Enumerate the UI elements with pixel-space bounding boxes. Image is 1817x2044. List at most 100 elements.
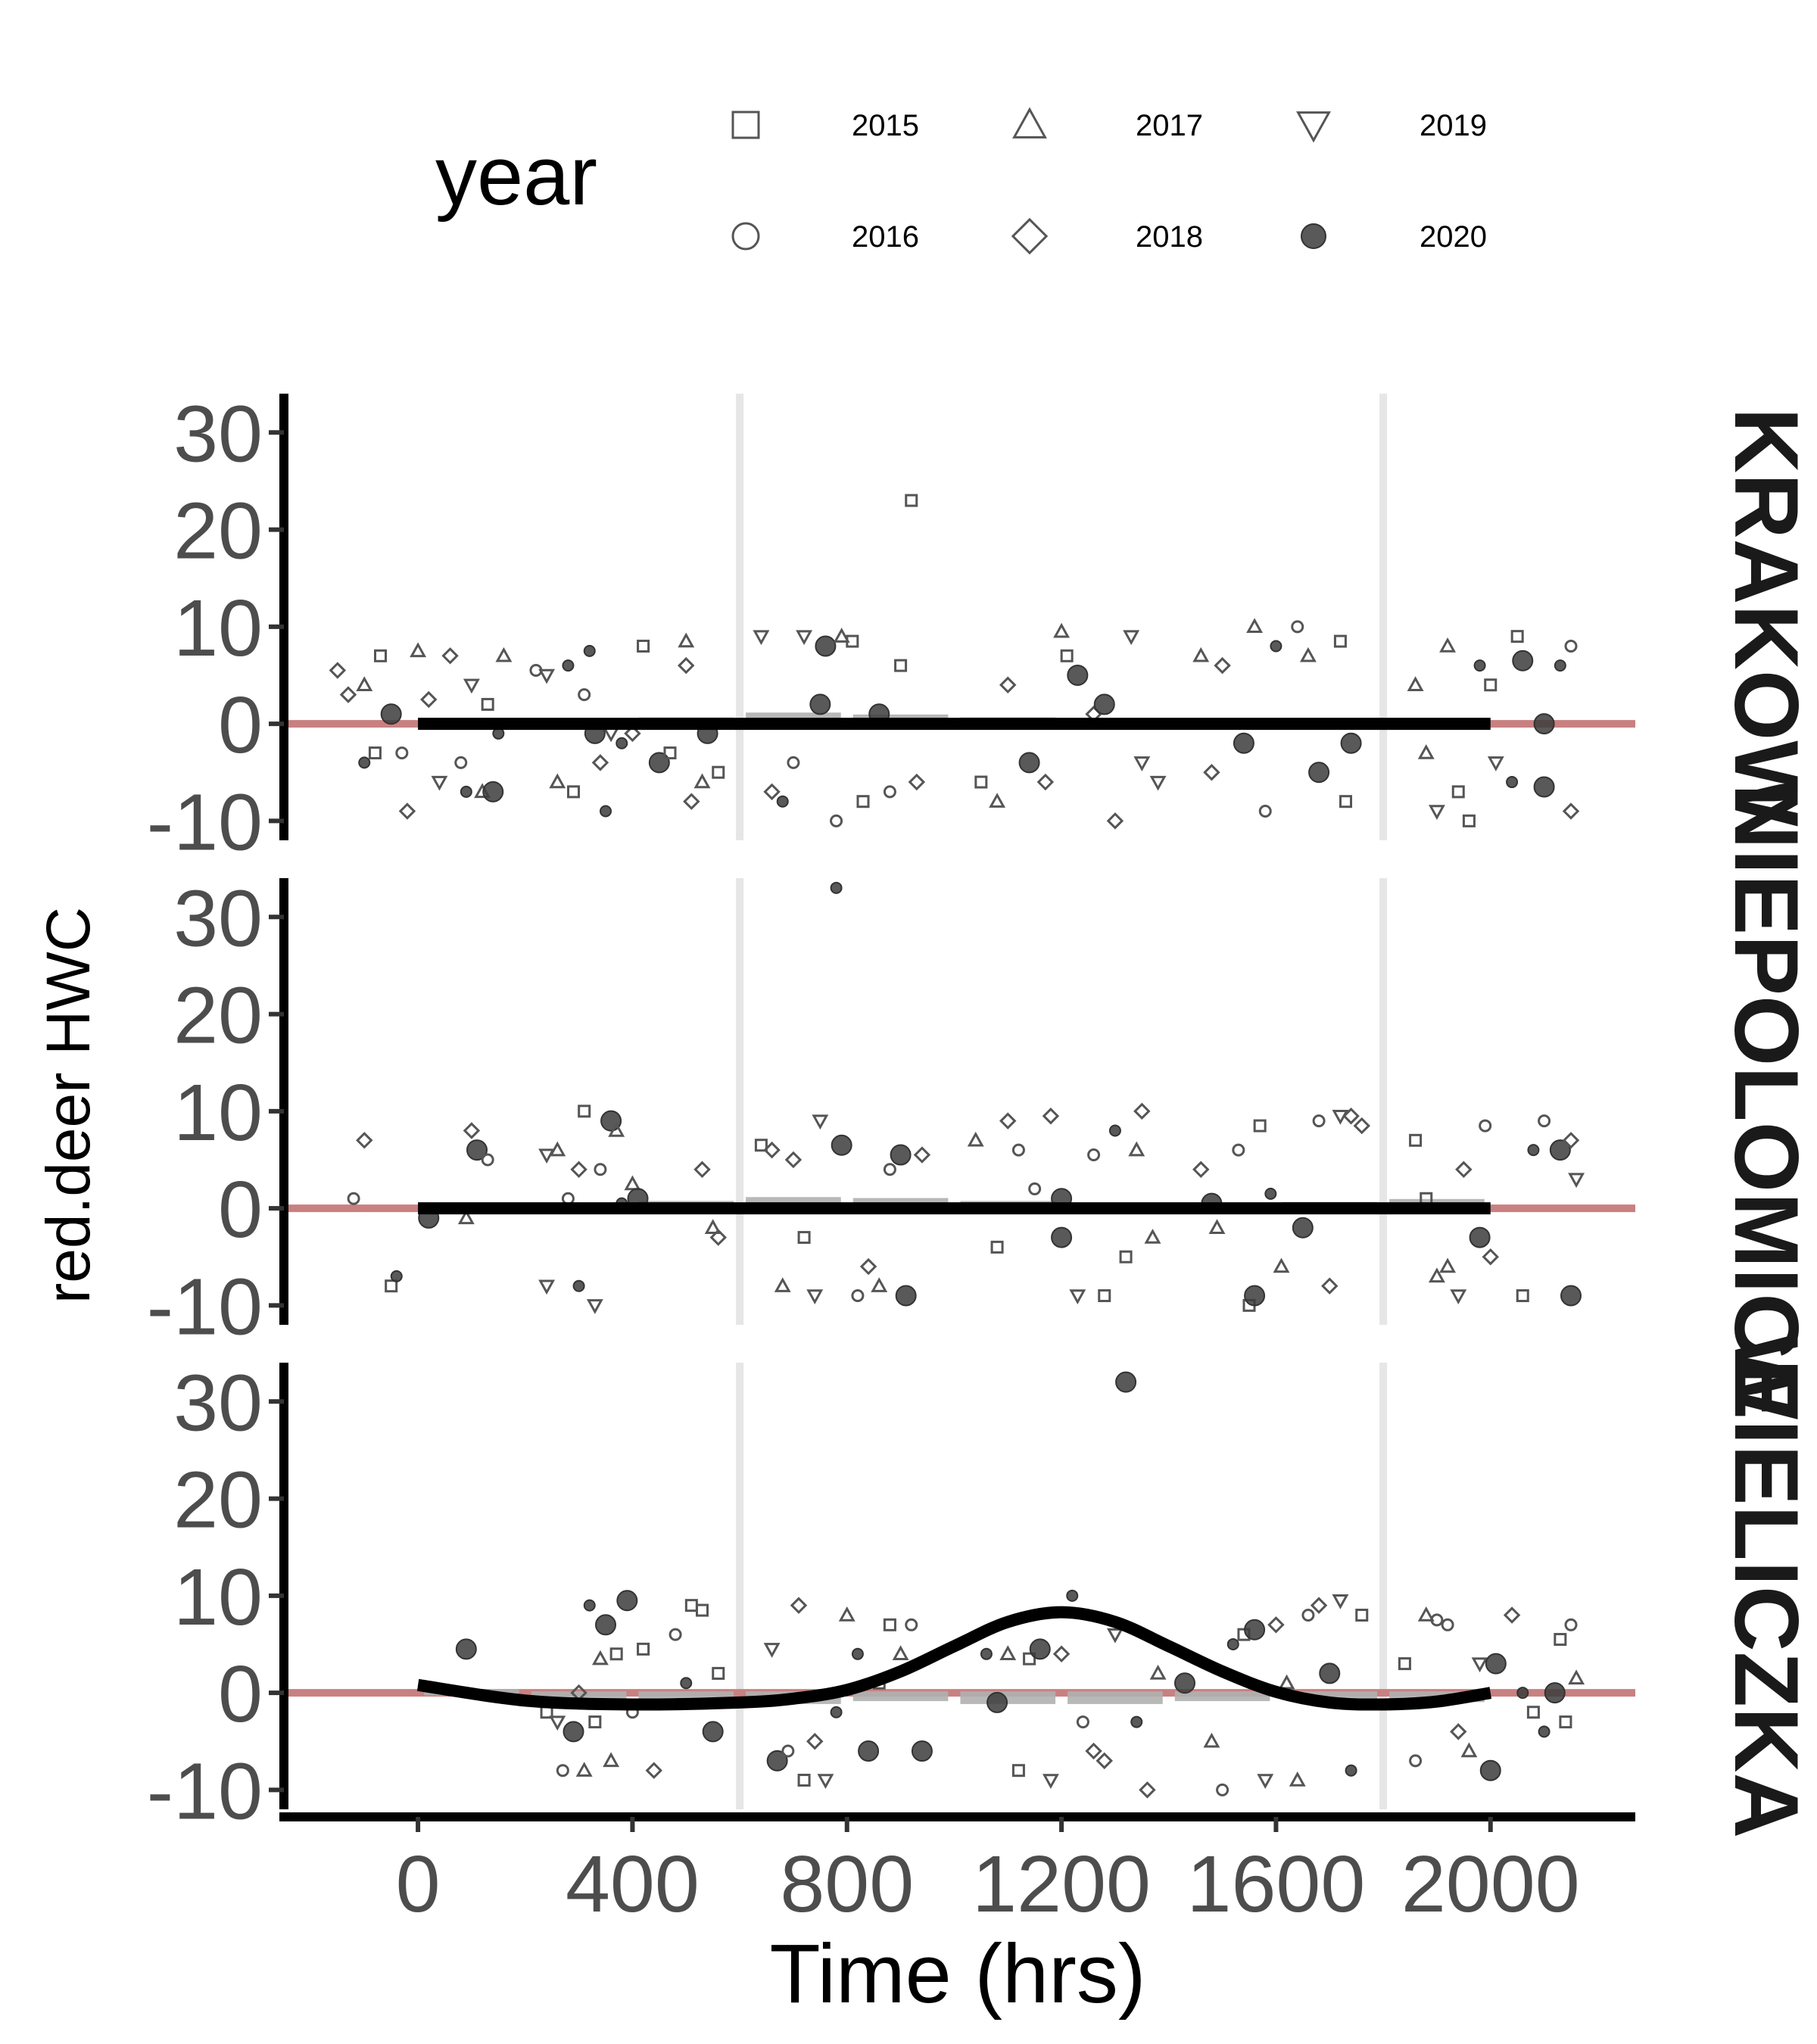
data-point [1069, 1289, 1086, 1305]
strip-label: NIEPOLOMICE [1716, 784, 1817, 1419]
data-point [1527, 1144, 1540, 1157]
y-tick-label: 10 [173, 1068, 263, 1158]
legend-key-2019 [1296, 111, 1331, 143]
data-point [883, 1618, 896, 1631]
data-point [1487, 756, 1504, 771]
data-point [986, 1691, 1008, 1713]
data-point [588, 1715, 602, 1729]
data-point [1451, 785, 1465, 799]
bar [1067, 1691, 1163, 1704]
data-point [1174, 1672, 1195, 1694]
data-point [1106, 812, 1124, 830]
data-point [871, 1277, 888, 1292]
x-tick-label: 0 [396, 1840, 441, 1929]
data-point [583, 1599, 596, 1612]
data-point [1538, 1725, 1551, 1738]
data-point [678, 656, 695, 675]
data-point [895, 1285, 917, 1307]
data-point [1342, 1108, 1360, 1125]
data-point [1450, 1289, 1467, 1305]
data-point [431, 775, 448, 791]
data-point [1512, 650, 1534, 671]
data-point [556, 1764, 569, 1778]
data-point [616, 737, 628, 749]
data-point [1310, 1597, 1328, 1614]
data-point [1216, 1783, 1230, 1796]
data-point [395, 746, 409, 760]
data-point [890, 1144, 912, 1166]
data-point [1469, 1226, 1491, 1248]
data-point [637, 1642, 650, 1656]
data-point [466, 1139, 488, 1161]
data-point [1123, 630, 1140, 646]
data-point [809, 693, 831, 715]
data-point [1270, 640, 1282, 653]
data-point [1554, 1633, 1567, 1647]
data-point [796, 630, 813, 646]
data-point [1439, 637, 1457, 653]
data-point [1139, 1781, 1156, 1799]
data-point [859, 1257, 877, 1276]
y-tick-label: -10 [147, 1746, 263, 1836]
data-point [1149, 1664, 1167, 1680]
data-point [974, 775, 988, 789]
data-point [1484, 678, 1498, 692]
data-point [999, 1645, 1017, 1661]
data-point [562, 659, 575, 672]
data-point [776, 795, 789, 808]
data-point [563, 1721, 584, 1743]
data-point [385, 1279, 398, 1293]
data-point [1042, 1774, 1059, 1790]
legend-label-2016: 2016 [852, 220, 919, 254]
data-point [1312, 1114, 1326, 1128]
legend-label-2018: 2018 [1136, 220, 1203, 254]
data-point [763, 1643, 781, 1658]
x-tick-label: 800 [780, 1840, 914, 1929]
data-point [347, 1192, 360, 1205]
data-point [441, 647, 459, 665]
data-point [1560, 1285, 1582, 1307]
data-point [766, 1750, 788, 1771]
data-point [1149, 775, 1167, 791]
data-point [1042, 1108, 1060, 1125]
data-point [894, 659, 908, 672]
data-point [481, 697, 494, 711]
legend-label-2019: 2019 [1420, 109, 1487, 142]
data-point [1106, 1628, 1124, 1644]
data-point [858, 1740, 880, 1762]
legend-label-2020: 2020 [1420, 220, 1487, 254]
data-point [1273, 1257, 1290, 1273]
data-point [693, 773, 711, 789]
data-point [1029, 1638, 1051, 1660]
data-point [549, 773, 566, 789]
x-tick-label: 400 [566, 1840, 700, 1929]
data-point [1144, 1229, 1161, 1244]
data-point [812, 1114, 829, 1130]
bar [531, 1691, 627, 1700]
data-point [1417, 1606, 1435, 1622]
data-point [358, 756, 371, 769]
data-point [781, 1744, 795, 1758]
data-point [892, 1645, 909, 1661]
legend: year 2015 2016 2017 2018 2019 2020 [435, 107, 1487, 255]
data-point [1482, 1248, 1499, 1266]
y-tick-label: 30 [173, 389, 263, 478]
data-point [1246, 618, 1264, 634]
data-point [356, 676, 373, 692]
data-point [797, 1231, 811, 1245]
data-point [1053, 622, 1071, 638]
data-point [704, 1219, 722, 1234]
data-point [1510, 630, 1524, 643]
x-axis: 0 400 800 1200 1600 2000 [279, 1812, 1635, 1929]
data-point [1257, 1774, 1274, 1790]
data-point [905, 1618, 918, 1631]
data-point [481, 1153, 494, 1167]
data-point [1473, 659, 1486, 672]
data-point [1214, 656, 1231, 675]
data-point [663, 746, 677, 760]
data-point [830, 1706, 843, 1718]
data-point [463, 1122, 481, 1139]
data-point [1479, 1119, 1492, 1133]
data-point [683, 793, 700, 810]
